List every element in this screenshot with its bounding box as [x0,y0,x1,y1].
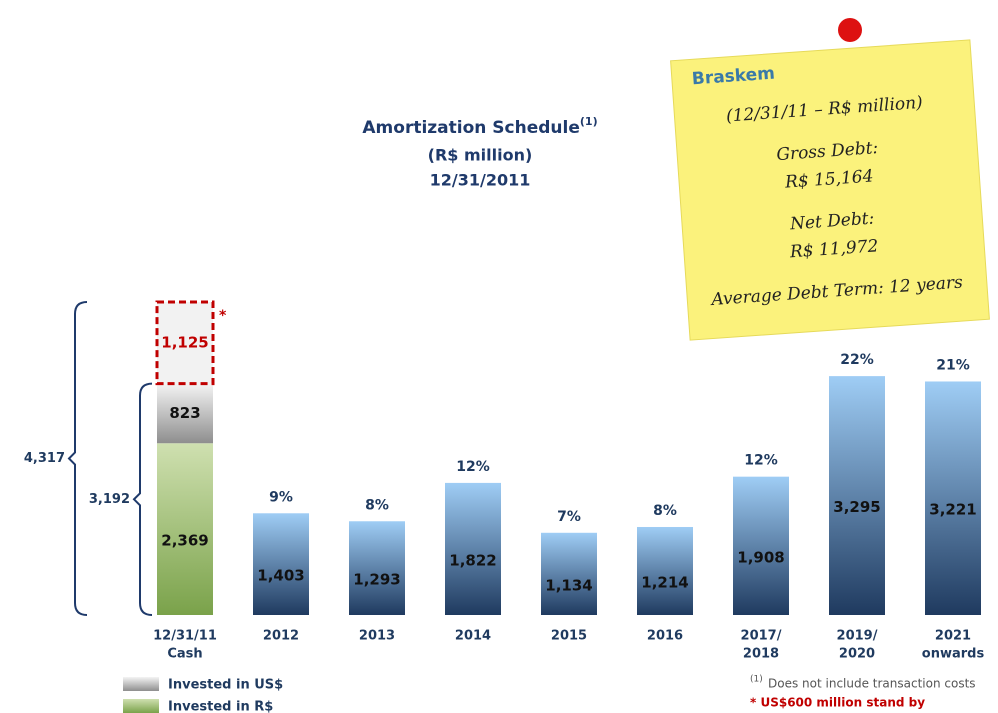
bar [541,532,597,615]
data-label: 1,403 [257,567,304,585]
bar-segment [157,443,213,615]
x-tick-label: Cash [167,647,202,662]
data-label: 1,822 [449,551,496,569]
x-tick-label: 2021 [935,629,971,644]
x-tick-label: 2013 [359,629,395,644]
legend-swatch [123,677,159,691]
share-label: 12% [744,453,778,469]
sticky-note: Braskem (12/31/11 – R$ million) Gross De… [670,39,990,341]
subtitle: (R$ million) [428,146,533,165]
standby-label: 1,125 [161,333,208,351]
bar [253,513,309,615]
share-label: 7% [557,509,581,525]
date: 12/31/2011 [430,171,531,190]
data-label: 1,908 [737,548,784,566]
brace [67,301,88,616]
bar [637,526,693,615]
x-tick-label: 2016 [647,629,683,644]
share-label: 8% [653,503,677,519]
pin [838,18,862,42]
x-tick-label: 2018 [743,647,779,662]
data-label: 1,214 [641,573,688,591]
x-tick-label: 2020 [839,647,875,662]
x-tick-label: 2019/ [837,629,878,644]
footnote-mark: (1) [750,675,763,685]
bar [925,381,981,615]
x-tick-label: 2012 [263,629,299,644]
bar [733,476,789,615]
x-tick-label: 2017/ [741,629,782,644]
data-label: 1,134 [545,576,592,594]
title-text: Amortization Schedule [362,118,580,138]
data-label: 3,295 [833,498,880,516]
standby-bar [155,300,215,386]
share-label: 21% [936,357,970,373]
data-label: 3,221 [929,501,976,519]
bar-segment [157,383,213,444]
x-tick-label: 12/31/11 [153,629,217,644]
share-label: 8% [365,497,389,513]
share-label: 22% [840,352,874,368]
legend-swatch [123,699,159,713]
chart-title: Amortization Schedule(1) [362,115,597,138]
bar [829,376,885,615]
x-tick-label: 2015 [551,629,587,644]
bar [349,521,405,615]
footnote-standby: * US$600 million stand by [750,696,925,710]
bar [445,482,501,615]
legend-label: Invested in R$ [168,700,273,713]
data-label: 1,293 [353,571,400,589]
share-label: 9% [269,489,293,505]
x-tick-label: onwards [922,647,985,662]
data-label: 823 [169,404,200,422]
standby-marker: * [219,308,227,324]
legend-label: Invested in US$ [168,678,283,693]
share-label: 12% [456,459,490,475]
brace-label: 3,192 [89,492,130,507]
footnote: Does not include transaction costs [768,677,976,691]
brace [132,382,153,616]
brace-label: 4,317 [24,451,65,466]
title-note: (1) [580,115,598,128]
data-label: 2,369 [161,532,208,550]
note-paper [670,39,990,341]
x-tick-label: 2014 [455,629,491,644]
